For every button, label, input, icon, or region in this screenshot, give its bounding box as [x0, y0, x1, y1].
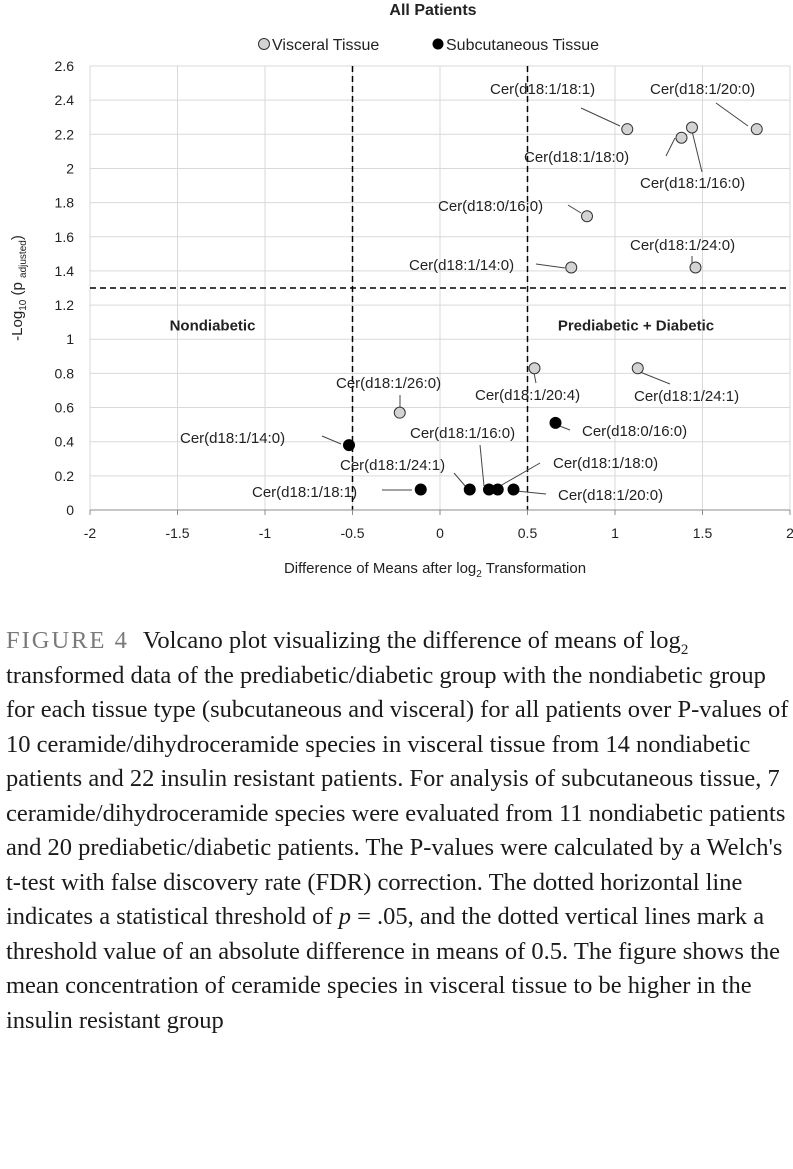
point-label-visceral-4: Cer(d18:0/16:0) — [438, 198, 543, 215]
figure-caption: FIGURE 4 Volcano plot visualizing the dif… — [6, 624, 790, 1038]
point-label-visceral-3: Cer(d18:1/16:0) — [640, 175, 745, 192]
data-point-subcutaneous-0 — [343, 439, 355, 452]
leader-line-subcutaneous-0 — [321, 435, 342, 445]
data-point-visceral-0 — [621, 123, 634, 136]
point-label-visceral-7: Cer(d18:1/20:4) — [475, 387, 580, 404]
data-point-visceral-6 — [565, 261, 578, 274]
region-label-0: Nondiabetic — [170, 318, 256, 335]
x-axis-title: Difference of Means after log2 Transform… — [284, 560, 586, 580]
data-point-visceral-4 — [581, 210, 593, 223]
x-tick-label-3: -0.5 — [340, 525, 364, 541]
legend-marker-visceral — [258, 38, 270, 50]
x-tick-label-7: 1.5 — [693, 525, 713, 541]
leader-line-visceral-4 — [567, 204, 582, 214]
data-point-subcutaneous-1 — [549, 416, 562, 429]
caption-p-symbol: p — [338, 903, 351, 930]
leader-line-visceral-2 — [665, 137, 676, 157]
point-label-visceral-2: Cer(d18:1/18:0) — [524, 149, 629, 166]
x-tick-label-6: 1 — [611, 525, 619, 541]
point-label-visceral-8: Cer(d18:1/24:1) — [634, 388, 739, 405]
point-label-visceral-6: Cer(d18:1/14:0) — [409, 257, 514, 274]
legend-label-visceral: Visceral Tissue — [272, 37, 379, 54]
leader-line-visceral-0 — [580, 107, 621, 127]
x-tick-label-4: 0 — [436, 525, 444, 541]
region-labels: Nondiabetic Prediabetic + Diabetic — [170, 318, 715, 335]
x-tick-label-8: 2 — [786, 525, 793, 541]
volcano-plot: -2 -1.5 -1 -0.5 0 0.5 1 1.5 2 0 0.2 0.4 0.6 0.8 1 1.2 1.… — [9, 2, 793, 580]
figure-label: FIGURE 4 — [6, 627, 129, 654]
y-tick-label-1: 0.2 — [55, 468, 75, 484]
data-points — [343, 121, 763, 496]
leader-line-visceral-1 — [715, 102, 749, 127]
point-label-visceral-9: Cer(d18:1/26:0) — [336, 375, 441, 392]
leader-line-visceral-3 — [691, 130, 703, 173]
data-point-subcutaneous-6 — [507, 483, 520, 496]
chart-title: All Patients — [389, 2, 476, 19]
point-label-visceral-5: Cer(d18:1/24:0) — [630, 237, 735, 254]
data-point-visceral-1 — [750, 123, 763, 136]
caption-text-1: Volcano plot visualizing the difference … — [142, 627, 681, 654]
data-point-visceral-7 — [528, 362, 541, 375]
data-point-visceral-9 — [393, 406, 406, 419]
y-tick-label-0: 0 — [66, 502, 74, 518]
point-label-subcutaneous-0: Cer(d18:1/14:0) — [180, 430, 285, 447]
leader-lines — [321, 102, 749, 495]
x-tick-label-2: -1 — [259, 525, 272, 541]
point-label-subcutaneous-5: Cer(d18:1/18:0) — [553, 455, 658, 472]
y-tick-label-10: 2 — [66, 160, 74, 176]
axis-ticks: -2 -1.5 -1 -0.5 0 0.5 1 1.5 2 0 0.2 0.4 0.6 0.8 1 1.2 1.… — [55, 58, 793, 541]
leader-line-subcutaneous-6 — [515, 490, 547, 495]
leader-line-visceral-6 — [535, 263, 566, 269]
leader-line-subcutaneous-3 — [453, 472, 467, 488]
legend-label-subcutaneous: Subcutaneous Tissue — [446, 37, 599, 54]
data-point-visceral-5 — [689, 261, 702, 274]
y-axis-title: -Log10 (p adjusted) — [9, 235, 29, 341]
caption-subscript: 2 — [680, 641, 689, 658]
leader-line-visceral-8 — [639, 371, 671, 385]
data-point-subcutaneous-5 — [491, 483, 504, 496]
leader-line-subcutaneous-4 — [479, 444, 485, 487]
leader-line-visceral-7 — [533, 372, 537, 384]
point-label-subcutaneous-2: Cer(d18:1/18:1) — [252, 484, 357, 501]
point-label-subcutaneous-6: Cer(d18:1/20:0) — [558, 487, 663, 504]
point-label-visceral-1: Cer(d18:1/20:0) — [650, 81, 755, 98]
point-label-subcutaneous-4: Cer(d18:1/16:0) — [410, 425, 515, 442]
point-labels: Cer(d18:1/18:1) Cer(d18:1/20:0) Cer(d18:1/… — [180, 81, 755, 504]
region-label-1: Prediabetic + Diabetic — [558, 318, 714, 335]
data-point-visceral-3 — [686, 121, 698, 134]
x-tick-label-0: -2 — [84, 525, 97, 541]
point-label-subcutaneous-1: Cer(d18:0/16:0) — [582, 423, 687, 440]
data-point-subcutaneous-2 — [414, 483, 427, 496]
caption-text-2: transformed data of the prediabetic/diab… — [6, 661, 789, 931]
point-label-visceral-0: Cer(d18:1/18:1) — [490, 81, 595, 98]
y-tick-label-12: 2.4 — [55, 92, 75, 108]
y-tick-label-6: 1.2 — [55, 297, 75, 313]
data-point-subcutaneous-3 — [463, 483, 476, 496]
leader-line-subcutaneous-5 — [499, 462, 541, 487]
data-point-visceral-2 — [675, 131, 688, 144]
y-tick-label-4: 0.8 — [55, 365, 75, 381]
point-label-subcutaneous-3: Cer(d18:1/24:1) — [340, 457, 445, 474]
threshold-lines — [90, 66, 790, 510]
y-tick-label-11: 2.2 — [55, 126, 75, 142]
caption-text-3: = .05, and the dotted vertical lines mar… — [6, 903, 781, 1034]
legend: Visceral Tissue Subcutaneous Tissue — [258, 37, 599, 54]
y-tick-label-7: 1.4 — [55, 263, 75, 279]
data-point-visceral-8 — [631, 362, 644, 375]
x-tick-label-1: -1.5 — [165, 525, 189, 541]
y-tick-label-9: 1.8 — [55, 195, 75, 211]
y-tick-label-13: 2.6 — [55, 58, 75, 74]
y-tick-label-5: 1 — [66, 331, 74, 347]
y-tick-label-2: 0.4 — [55, 434, 75, 450]
y-tick-label-8: 1.6 — [55, 229, 75, 245]
x-tick-label-5: 0.5 — [518, 525, 538, 541]
y-tick-label-3: 0.6 — [55, 400, 75, 416]
legend-marker-subcutaneous — [432, 38, 444, 50]
